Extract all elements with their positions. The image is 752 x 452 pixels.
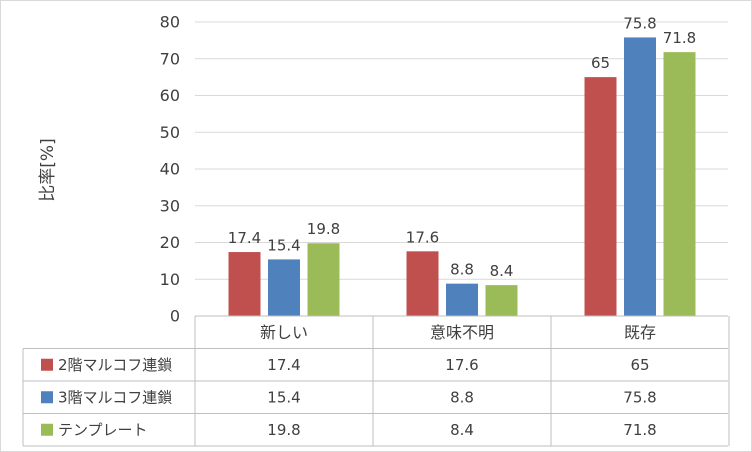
data-label: 17.4 — [228, 229, 261, 247]
legend-label: 2階マルコフ連鎖 — [58, 356, 172, 374]
bars — [228, 37, 696, 317]
bar — [663, 52, 696, 316]
data-labels: 17.4 15.4 19.8 17.6 8.8 8.4 65 75.8 71.8 — [228, 14, 696, 280]
table-cell: 17.4 — [267, 356, 300, 374]
bar — [485, 285, 518, 316]
y-tick-label: 0 — [170, 307, 180, 326]
bar — [228, 252, 261, 316]
table-cell: 65 — [630, 356, 649, 374]
y-tick-label: 10 — [160, 270, 180, 289]
data-label: 19.8 — [307, 220, 340, 238]
x-tick-label: 意味不明 — [430, 323, 494, 342]
legend-label: テンプレート — [58, 421, 148, 439]
bar — [268, 259, 300, 316]
y-tick-label: 30 — [160, 196, 180, 215]
x-tick-label: 新しい — [260, 323, 308, 342]
data-label: 75.8 — [623, 14, 656, 32]
data-label: 71.8 — [663, 29, 696, 47]
table-cell: 8.8 — [450, 388, 474, 406]
y-tick-label: 50 — [160, 123, 180, 142]
data-label: 8.8 — [450, 261, 474, 279]
y-axis-label: 比率[%] — [38, 138, 58, 201]
table-cell: 71.8 — [623, 421, 656, 439]
data-table: 新しい 意味不明 既存 2階マルコフ連鎖 17.4 17.6 65 3階マルコフ連鎖 15.4 8… — [22, 315, 730, 447]
table-cell: 15.4 — [267, 388, 300, 406]
y-tick-label: 70 — [160, 49, 180, 68]
bar — [307, 243, 340, 316]
legend-swatch — [41, 423, 53, 436]
data-label: 8.4 — [490, 262, 514, 280]
bar — [446, 283, 478, 316]
data-label: 17.6 — [406, 228, 439, 246]
y-tick-label: 60 — [160, 86, 180, 105]
legend-swatch — [41, 391, 53, 404]
table-cell: 19.8 — [267, 421, 300, 439]
y-axis-ticks: 0 10 20 30 40 50 60 70 80 — [160, 13, 180, 326]
table-cell: 75.8 — [623, 388, 656, 406]
y-tick-label: 20 — [160, 233, 180, 252]
y-tick-label: 80 — [160, 13, 180, 32]
legend-label: 3階マルコフ連鎖 — [58, 388, 172, 406]
legend-swatch — [41, 358, 53, 371]
data-label: 65 — [591, 54, 610, 72]
bar — [584, 77, 617, 316]
bar — [624, 37, 656, 317]
table-cell: 17.6 — [445, 356, 478, 374]
data-label: 15.4 — [267, 236, 300, 254]
bar — [406, 251, 439, 316]
y-tick-label: 40 — [160, 160, 180, 179]
x-tick-label: 既存 — [624, 323, 656, 342]
table-cell: 8.4 — [450, 421, 474, 439]
